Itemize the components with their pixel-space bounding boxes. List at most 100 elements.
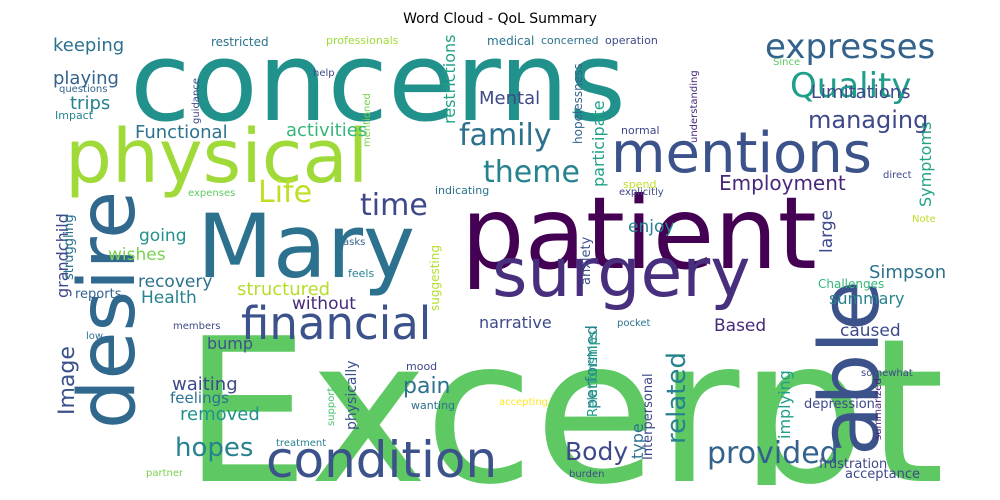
word-summarized: summarized <box>873 378 884 440</box>
word-financial: financial <box>241 297 432 350</box>
word-patient: patient <box>461 175 817 292</box>
word-explicitly: explicitly <box>619 187 664 198</box>
word-pain: pain <box>403 374 451 399</box>
word-struggling: struggling <box>62 214 77 280</box>
word-large: large <box>817 210 837 254</box>
word-frustration: frustration <box>819 457 888 472</box>
word-provided: provided <box>707 436 839 471</box>
word-burden: burden <box>569 469 605 480</box>
word-hopelessness: hopelessness <box>571 63 585 144</box>
word-partner: partner <box>146 468 184 479</box>
word-feelings: feelings <box>170 389 229 407</box>
word-support: support <box>326 388 337 427</box>
word-understanding: understanding <box>689 70 700 143</box>
word-restricted: restricted <box>211 35 269 49</box>
word-direct: direct <box>883 170 912 181</box>
word-questions: questions <box>59 84 108 95</box>
word-desire: desire <box>63 191 153 430</box>
word-anxiety: anxiety <box>579 237 594 286</box>
word-simpson: Simpson <box>869 262 947 283</box>
word-bump: bump <box>207 334 254 353</box>
word-depression: depression <box>804 397 875 412</box>
word-since: Since <box>773 57 801 68</box>
word-restrictions: restrictions <box>440 35 459 125</box>
word-impact: Impact <box>55 109 94 122</box>
word-managing: managing <box>808 106 929 134</box>
word-body: Body <box>565 437 629 466</box>
word-family: family <box>459 118 552 153</box>
word-life: Life <box>258 175 313 210</box>
word-going: going <box>139 226 187 246</box>
word-mental: Mental <box>479 88 541 109</box>
word-time: time <box>360 188 428 223</box>
word-trips: trips <box>70 93 111 114</box>
word-pocket: pocket <box>617 318 651 329</box>
word-functional: Functional <box>135 122 228 143</box>
word-mood: mood <box>406 360 438 373</box>
word-quality: Quality <box>790 66 912 106</box>
word-surgery: surgery <box>492 234 751 313</box>
word-concerns: concerns <box>130 35 626 146</box>
word-theme: theme <box>483 155 580 190</box>
word-suggesting: suggesting <box>428 245 442 311</box>
word-summary: summary <box>829 289 905 308</box>
word-participate: participate <box>589 100 608 187</box>
word-acceptance: acceptance <box>845 467 920 482</box>
word-enjoy: enjoy <box>628 217 675 237</box>
word-somewhat: somewhat <box>861 368 913 379</box>
word-mentioned: mentioned <box>362 93 373 147</box>
word-interpersonal: Interpersonal <box>641 373 656 460</box>
word-narrative: narrative <box>479 313 552 332</box>
word-removed: removed <box>180 404 260 425</box>
word-based: Based <box>714 316 767 336</box>
word-treatment: treatment <box>276 438 327 449</box>
word-normal: normal <box>621 124 660 137</box>
word-mentions: mentions <box>611 121 872 186</box>
word-reports: reports <box>75 287 122 302</box>
word-structured: structured <box>237 279 331 300</box>
word-caused: caused <box>840 321 901 341</box>
word-concerned: concerned <box>541 35 599 47</box>
word-spend: spend <box>623 178 657 191</box>
word-condition: condition <box>266 431 498 485</box>
word-physically: physically <box>344 360 360 430</box>
word-operation: operation <box>605 35 658 47</box>
word-asks: asks <box>343 237 366 248</box>
word-playing: playing <box>53 68 119 89</box>
word-physical: physical <box>65 114 369 200</box>
word-implying: implying <box>775 370 794 439</box>
word-cloud: Excerpt concerns patient Mary able desire phys… <box>50 35 950 485</box>
word-limitations: Limitations <box>811 82 911 103</box>
word-wishes: wishes <box>108 245 166 265</box>
word-professionals: professionals <box>326 35 399 47</box>
word-mary: Mary <box>197 195 416 298</box>
word-symptoms: Symptoms <box>916 122 935 208</box>
word-recovery: recovery <box>138 272 213 292</box>
chart-title: Word Cloud - QoL Summary <box>403 11 597 27</box>
word-low: low <box>86 331 104 342</box>
word-feels: feels <box>348 267 375 280</box>
word-excerpt: Excerpt <box>183 296 945 486</box>
word-accepting: accepting <box>499 397 549 408</box>
word-without: without <box>292 294 356 314</box>
word-guidance: guidance <box>191 78 202 124</box>
word-related: related <box>662 352 692 444</box>
word-indicating: indicating <box>435 184 490 197</box>
word-help: help <box>313 68 335 79</box>
word-keeping: keeping <box>53 35 125 56</box>
word-relationships: Relationships <box>586 330 601 417</box>
word-expresses: expresses <box>765 35 936 67</box>
word-wanting: wanting <box>411 399 456 412</box>
word-employment: Employment <box>719 171 846 195</box>
word-activities: activities <box>286 120 368 141</box>
word-members: members <box>173 321 221 332</box>
word-health: Health <box>141 288 197 308</box>
word-medical: medical <box>487 35 535 48</box>
word-note: Note <box>912 214 936 225</box>
word-expenses: expenses <box>188 188 236 199</box>
word-hopes: hopes <box>175 433 254 463</box>
word-waiting: waiting <box>172 374 238 395</box>
word-challenges: Challenges <box>818 277 885 291</box>
word-image: Image <box>55 346 80 415</box>
